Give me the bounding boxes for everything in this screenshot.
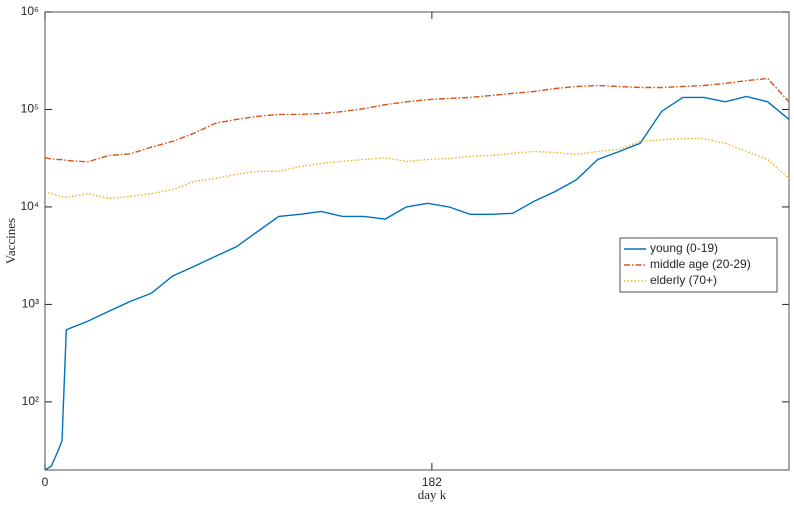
legend-label: elderly (70+) — [650, 273, 717, 287]
series-line — [44, 95, 790, 471]
legend-label: middle age (20-29) — [650, 257, 751, 271]
y-tick-label: 10⁵ — [21, 102, 39, 116]
y-tick-label: 10³ — [22, 297, 39, 311]
legend-label: young (0-19) — [650, 241, 718, 255]
plot-area — [44, 11, 790, 471]
series-line — [44, 77, 790, 163]
x-tick-label: 0 — [42, 475, 49, 489]
legend: young (0-19) middle age (20-29) elderly (7… — [619, 237, 778, 293]
y-tick-label: 10⁴ — [20, 199, 39, 213]
legend-box — [619, 237, 778, 293]
y-axis-label: Vaccines — [3, 218, 18, 264]
x-axis-label: day k — [418, 487, 447, 502]
y-tick-label: 10² — [22, 394, 39, 408]
series-line — [44, 137, 790, 200]
x-tick-label: 182 — [422, 475, 442, 489]
y-tick-label: 10⁶ — [21, 4, 39, 18]
